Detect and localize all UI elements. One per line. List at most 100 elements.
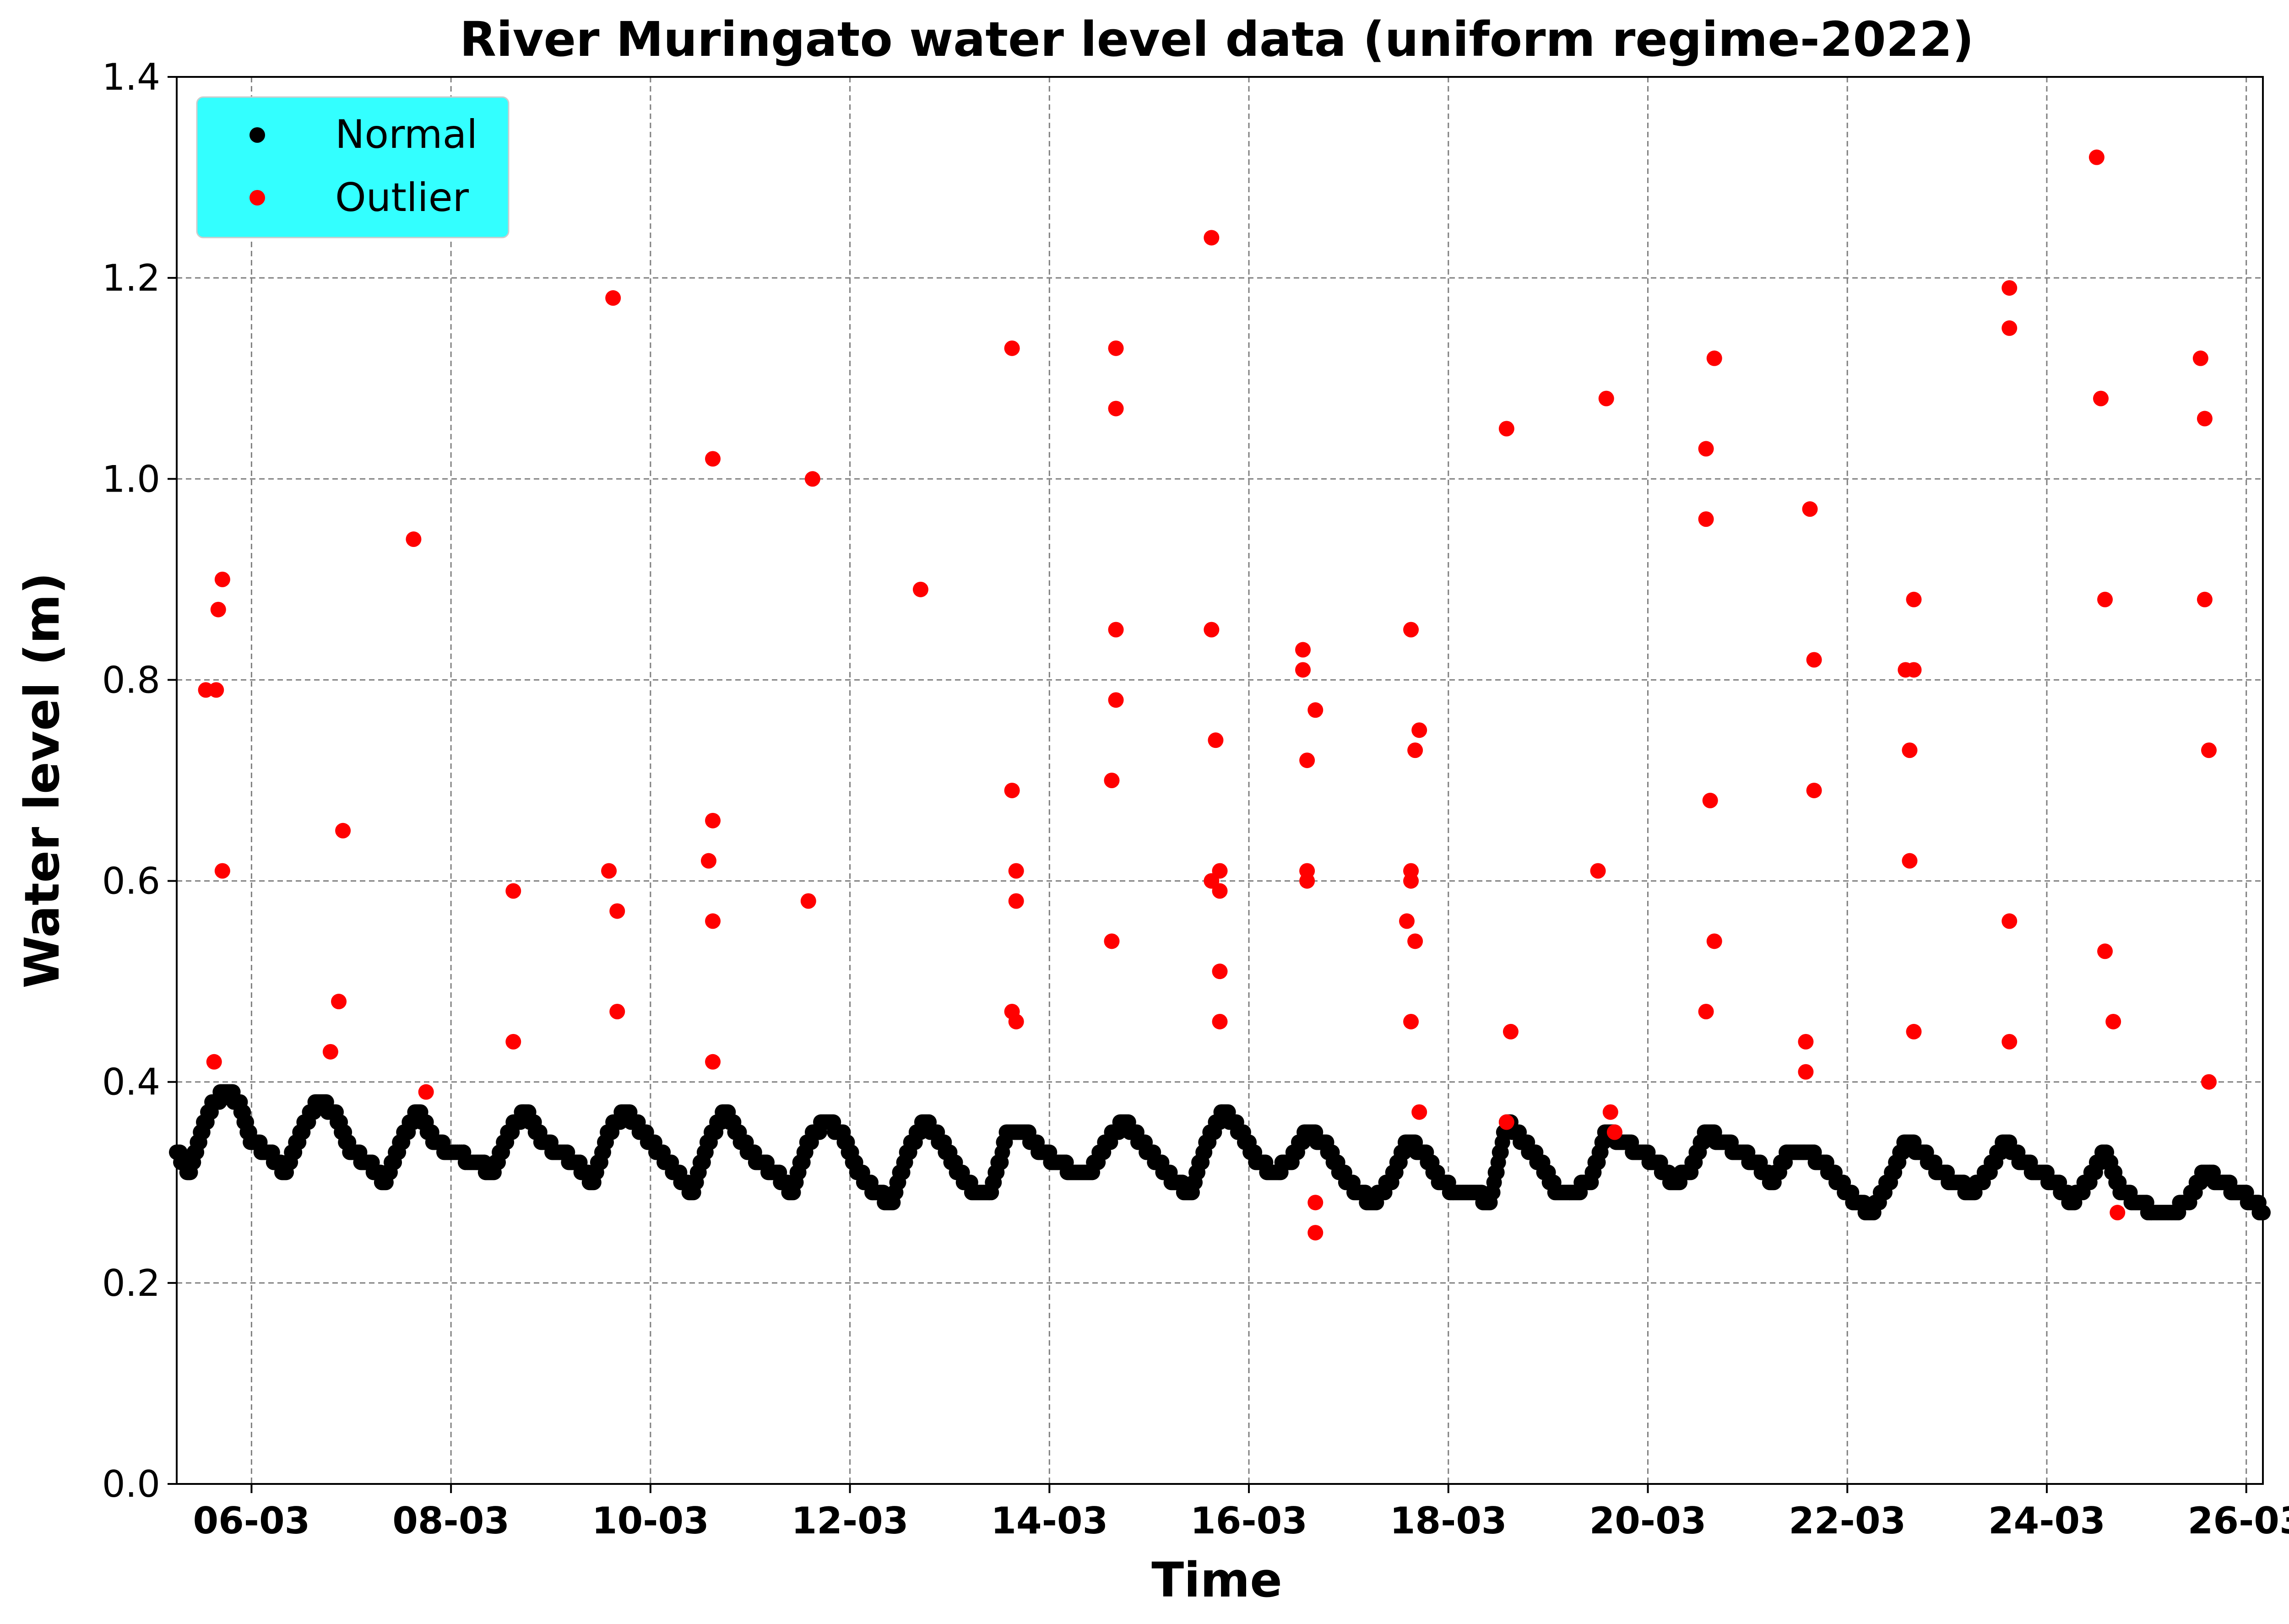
outlier-point bbox=[1295, 642, 1311, 658]
outlier-point bbox=[1212, 1013, 1228, 1029]
outlier-point bbox=[1399, 913, 1415, 929]
outlier-point bbox=[1698, 441, 1714, 457]
x-tick-label: 06-03 bbox=[193, 1499, 310, 1542]
y-tick-label: 1.0 bbox=[102, 458, 160, 500]
outlier-point bbox=[1598, 390, 1614, 406]
x-tick-label: 24-03 bbox=[1988, 1499, 2105, 1542]
outlier-point bbox=[1004, 782, 1020, 798]
outlier-point bbox=[700, 853, 716, 869]
outlier-point bbox=[1403, 1013, 1419, 1029]
outlier-point bbox=[1204, 622, 1220, 638]
outlier-point bbox=[335, 823, 351, 839]
outlier-point bbox=[605, 290, 621, 306]
outlier-point bbox=[1307, 702, 1323, 718]
outlier-point bbox=[1806, 652, 1822, 668]
outlier-point bbox=[1706, 933, 1722, 949]
outlier-point bbox=[1698, 511, 1714, 527]
outlier-point bbox=[2097, 943, 2113, 959]
x-axis-ticks: 06-03 08-03 10-03 12-03 14-03 16-03 18-03 20-03… bbox=[193, 1484, 2289, 1542]
outlier-point bbox=[1902, 742, 1918, 758]
normal-series bbox=[169, 1084, 2271, 1221]
outlier-point bbox=[2201, 1074, 2217, 1090]
outlier-point bbox=[1906, 591, 1922, 607]
x-tick-label: 10-03 bbox=[592, 1499, 709, 1542]
outlier-point bbox=[1104, 933, 1120, 949]
outlier-point bbox=[214, 571, 230, 587]
y-tick-label: 1.4 bbox=[102, 56, 160, 98]
outlier-point bbox=[1906, 662, 1922, 678]
outlier-point bbox=[705, 451, 721, 467]
x-tick-label: 14-03 bbox=[991, 1499, 1108, 1542]
outlier-point bbox=[208, 682, 224, 698]
outlier-point bbox=[1204, 230, 1220, 246]
outlier-point bbox=[1307, 1225, 1323, 1241]
legend-outlier-marker bbox=[250, 190, 265, 206]
outlier-point bbox=[2197, 591, 2213, 607]
legend: Normal Outlier bbox=[196, 96, 510, 238]
y-axis-ticks: 0.0 0.2 0.4 0.6 0.8 1.0 1.2 1.4 bbox=[102, 56, 177, 1505]
outlier-point bbox=[2201, 742, 2217, 758]
outlier-point bbox=[1004, 340, 1020, 356]
outlier-point bbox=[1307, 1195, 1323, 1211]
outlier-point bbox=[1906, 1023, 1922, 1039]
x-tick-label: 16-03 bbox=[1190, 1499, 1307, 1542]
outlier-point bbox=[705, 812, 721, 828]
outlier-point bbox=[1299, 873, 1315, 889]
outlier-point bbox=[804, 471, 820, 487]
outlier-point bbox=[1403, 622, 1419, 638]
outlier-point bbox=[1798, 1034, 1814, 1050]
outlier-point bbox=[1806, 782, 1822, 798]
outlier-point bbox=[1407, 933, 1423, 949]
outlier-point bbox=[705, 913, 721, 929]
outlier-point bbox=[1411, 722, 1427, 738]
outlier-point bbox=[505, 883, 521, 899]
outlier-point bbox=[1498, 1114, 1514, 1130]
x-tick-label: 20-03 bbox=[1589, 1499, 1707, 1542]
y-tick-label: 0.2 bbox=[102, 1262, 160, 1305]
outlier-point bbox=[1108, 692, 1124, 708]
outlier-point bbox=[322, 1044, 338, 1060]
outlier-point bbox=[2002, 913, 2018, 929]
outlier-point bbox=[1698, 1004, 1714, 1020]
outlier-point bbox=[210, 601, 226, 617]
outlier-point bbox=[406, 531, 422, 547]
outlier-point bbox=[1108, 340, 1124, 356]
outlier-series bbox=[198, 149, 2217, 1241]
plot-frame bbox=[176, 76, 2264, 1485]
x-tick-label: 22-03 bbox=[1789, 1499, 1906, 1542]
outlier-point bbox=[800, 893, 816, 909]
outlier-point bbox=[1008, 1013, 1024, 1029]
outlier-point bbox=[1606, 1124, 1622, 1140]
x-tick-label: 08-03 bbox=[392, 1499, 510, 1542]
outlier-point bbox=[1104, 773, 1120, 788]
outlier-point bbox=[1295, 662, 1311, 678]
outlier-point bbox=[1108, 401, 1124, 417]
outlier-point bbox=[1407, 742, 1423, 758]
outlier-point bbox=[418, 1084, 434, 1100]
outlier-point bbox=[1299, 752, 1315, 769]
outlier-point bbox=[1212, 863, 1228, 879]
y-tick-label: 0.4 bbox=[102, 1061, 160, 1104]
outlier-point bbox=[1798, 1064, 1814, 1080]
outlier-point bbox=[214, 863, 230, 879]
outlier-point bbox=[1411, 1104, 1427, 1120]
outlier-point bbox=[1590, 863, 1606, 879]
outlier-point bbox=[609, 903, 625, 919]
y-tick-label: 0.0 bbox=[102, 1463, 160, 1505]
x-axis-label: Time bbox=[1151, 1552, 1282, 1608]
outlier-point bbox=[2105, 1013, 2121, 1029]
outlier-point bbox=[2002, 320, 2018, 336]
outlier-point bbox=[1403, 873, 1419, 889]
legend-outlier-label: Outlier bbox=[335, 175, 469, 221]
outlier-point bbox=[1602, 1104, 1618, 1120]
chart-title: River Muringato water level data (unifor… bbox=[460, 11, 1974, 67]
outlier-point bbox=[206, 1054, 222, 1070]
x-tick-label: 12-03 bbox=[792, 1499, 909, 1542]
outlier-point bbox=[1008, 863, 1024, 879]
y-tick-label: 1.2 bbox=[102, 257, 160, 299]
y-axis-label: Water level (m) bbox=[14, 573, 70, 989]
outlier-point bbox=[912, 581, 928, 597]
outlier-point bbox=[1208, 732, 1224, 748]
